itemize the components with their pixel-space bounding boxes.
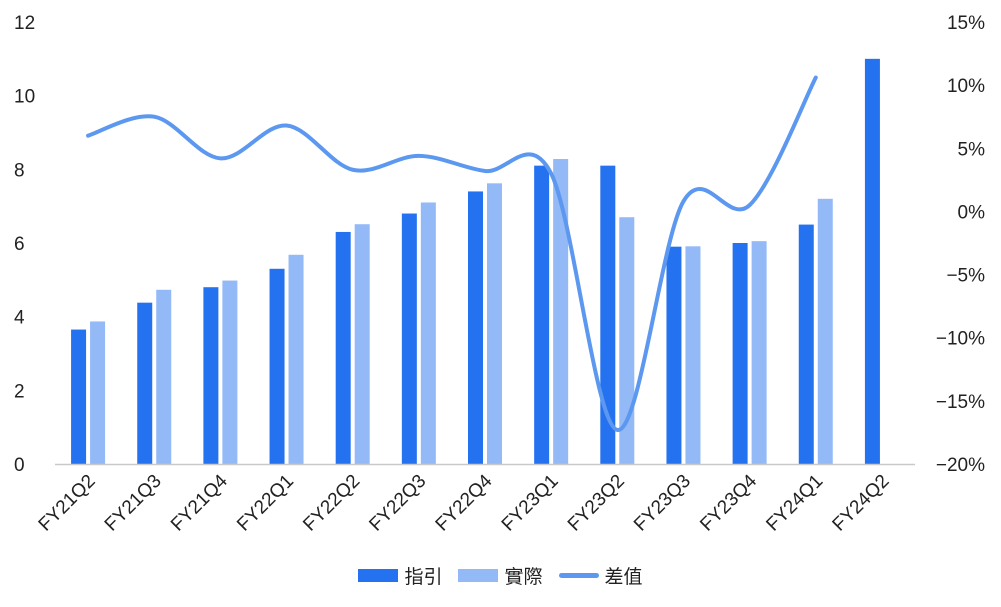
bar-actual-FY22Q1 bbox=[288, 254, 304, 464]
bar-actual-FY23Q1 bbox=[553, 159, 569, 464]
y-right-tick: 10% bbox=[947, 76, 985, 97]
bar-actual-FY22Q3 bbox=[420, 202, 436, 464]
legend-swatch-actual bbox=[458, 569, 499, 582]
x-tick-FY23Q3: FY23Q3 bbox=[630, 471, 695, 536]
legend-label-difference: 差值 bbox=[604, 567, 643, 588]
bar-guidance-FY24Q1 bbox=[798, 224, 814, 464]
x-tick-FY21Q2: FY21Q2 bbox=[35, 471, 100, 536]
bar-guidance-FY22Q1 bbox=[269, 268, 285, 464]
y-right-tick: −5% bbox=[946, 266, 985, 287]
bar-guidance-FY22Q3 bbox=[401, 213, 417, 464]
bar-guidance-FY21Q4 bbox=[203, 287, 219, 464]
y-right-tick: 0% bbox=[958, 202, 986, 223]
legend-label-guidance: 指引 bbox=[404, 567, 443, 588]
x-tick-FY23Q2: FY23Q2 bbox=[564, 471, 629, 536]
legend-label-actual: 實際 bbox=[504, 567, 543, 588]
y-left-tick-8: 8 bbox=[14, 160, 25, 181]
bar-actual-FY23Q2 bbox=[619, 217, 635, 464]
y-right-tick: −10% bbox=[936, 329, 985, 350]
bar-guidance-FY23Q1 bbox=[534, 165, 550, 464]
bar-actual-FY24Q1 bbox=[817, 198, 833, 465]
x-tick-FY21Q4: FY21Q4 bbox=[167, 470, 232, 535]
bar-guidance-FY21Q3 bbox=[137, 302, 153, 464]
bar-actual-FY23Q3 bbox=[685, 246, 701, 464]
y-left-tick-12: 12 bbox=[14, 13, 35, 34]
bar-actual-FY21Q4 bbox=[222, 280, 238, 464]
legend: 指引 實際 差值 bbox=[0, 562, 1001, 589]
y-left-tick-2: 2 bbox=[14, 381, 25, 402]
bar-actual-FY22Q4 bbox=[487, 183, 502, 464]
combo-chart: 0 2 4 6 8 10 12 −20% −15% −10% −5% 0% 5% 10% 15% FY21… bbox=[14, 13, 986, 536]
legend-swatch-difference bbox=[558, 573, 599, 578]
bar-actual-FY23Q4 bbox=[751, 241, 767, 464]
y-right-tick: −15% bbox=[936, 392, 985, 413]
x-tick-FY22Q2: FY22Q2 bbox=[299, 471, 364, 536]
y-right-tick: −20% bbox=[936, 455, 985, 476]
y-right-tick: 5% bbox=[958, 139, 986, 160]
bar-guidance-FY23Q3 bbox=[666, 246, 682, 464]
bar-guidance-FY23Q4 bbox=[732, 243, 748, 464]
bar-actual-FY21Q3 bbox=[156, 289, 172, 464]
x-tick-FY24Q2: FY24Q2 bbox=[829, 471, 894, 536]
legend-item-difference: 差值 bbox=[558, 562, 643, 589]
bar-actual-FY21Q2 bbox=[90, 321, 106, 464]
x-tick-FY21Q3: FY21Q3 bbox=[101, 471, 166, 536]
y-left-tick-10: 10 bbox=[14, 87, 35, 108]
x-tick-FY24Q1: FY24Q1 bbox=[762, 471, 827, 536]
y-left-tick-0: 0 bbox=[14, 455, 25, 476]
x-tick-FY23Q4: FY23Q4 bbox=[696, 470, 761, 535]
line-difference bbox=[86, 75, 818, 432]
y-right-tick: 15% bbox=[947, 13, 985, 34]
bar-guidance-FY22Q4 bbox=[468, 191, 483, 464]
bar-guidance-FY23Q2 bbox=[600, 165, 616, 464]
x-tick-FY23Q1: FY23Q1 bbox=[498, 471, 563, 536]
legend-item-guidance: 指引 bbox=[358, 562, 442, 589]
bar-guidance-FY21Q2 bbox=[71, 329, 87, 464]
y-left-tick-6: 6 bbox=[14, 234, 25, 255]
y-left-tick-4: 4 bbox=[14, 308, 25, 329]
bar-actual-FY22Q2 bbox=[354, 224, 370, 464]
legend-swatch-guidance bbox=[358, 569, 399, 582]
x-tick-FY22Q4: FY22Q4 bbox=[432, 470, 497, 535]
x-tick-FY22Q3: FY22Q3 bbox=[365, 471, 430, 536]
bar-guidance-FY22Q2 bbox=[335, 231, 351, 464]
bar-guidance-FY24Q2 bbox=[864, 58, 880, 464]
legend-item-actual: 實際 bbox=[458, 562, 543, 589]
x-tick-FY22Q1: FY22Q1 bbox=[233, 471, 298, 536]
